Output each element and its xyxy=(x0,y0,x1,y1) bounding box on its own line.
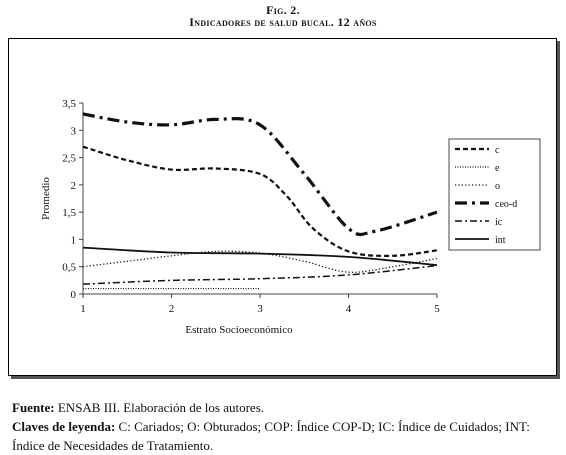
y-tick-label: 3,5 xyxy=(62,98,76,110)
legend-key-note: Claves de leyenda: C: Cariados; O: Obtur… xyxy=(12,417,560,455)
source-note: Fuente: ENSAB III. Elaboración de los au… xyxy=(12,398,560,417)
chart-axes xyxy=(82,103,437,295)
x-tick-label: 1 xyxy=(80,303,86,315)
figure-label: Fig. 2. xyxy=(266,3,300,17)
x-axis-label: Estrato Socioeconómico xyxy=(185,324,293,336)
x-tick-label: 2 xyxy=(169,303,175,315)
source-label: Fuente: xyxy=(12,400,55,415)
legend-label-int: int xyxy=(495,235,506,246)
chart-legend: ceo ceo-d ic int xyxy=(448,138,541,251)
legend-key-label: Claves de leyenda: xyxy=(12,419,116,434)
y-axis-label: Promedio xyxy=(40,177,52,220)
chart-series xyxy=(82,112,438,290)
y-tick-label: 3 xyxy=(71,125,77,137)
line-chart: 0 0,5 1 1,5 2 2,5 3 3,5 1 2 3 4 5 ceo ceo-d ic int Prom… xyxy=(40,98,541,336)
legend-label-e: e xyxy=(495,163,500,174)
legend-key-text: C: Cariados; O: Obturados; COP: Índice C… xyxy=(12,419,530,453)
y-tick-label: 0 xyxy=(71,289,77,301)
legend-label-ceo-d: ceo-d xyxy=(495,199,517,210)
chart-ticks: 0 0,5 1 1,5 2 2,5 3 3,5 1 2 3 4 5 xyxy=(62,98,440,315)
source-text: ENSAB III. Elaboración de los autores. xyxy=(57,400,264,415)
series-line-int xyxy=(82,246,438,266)
legend-label-ic: ic xyxy=(495,217,503,228)
figure-title: Indicadores de salud bucal. 12 años xyxy=(189,15,377,29)
legend-label-c: c xyxy=(495,145,500,156)
series-line-ic xyxy=(82,264,438,285)
legend-box xyxy=(448,138,541,251)
y-tick-label: 2,5 xyxy=(62,153,76,165)
x-tick-label: 4 xyxy=(346,303,352,315)
legend-label-o: o xyxy=(495,181,500,192)
y-tick-label: 1 xyxy=(71,234,77,246)
x-tick-label: 5 xyxy=(434,303,440,315)
series-line-c xyxy=(82,145,438,257)
y-tick-label: 2 xyxy=(71,180,77,192)
chart-frame: 0 0,5 1 1,5 2 2,5 3 3,5 1 2 3 4 5 c e o ceo-d ic int Prom… xyxy=(8,38,557,376)
x-tick-label: 3 xyxy=(257,303,263,315)
figure-notes: Fuente: ENSAB III. Elaboración de los au… xyxy=(12,398,560,455)
series-line-ceo-d xyxy=(82,112,438,237)
y-tick-label: 1,5 xyxy=(62,207,76,219)
y-tick-label: 0,5 xyxy=(62,262,76,274)
